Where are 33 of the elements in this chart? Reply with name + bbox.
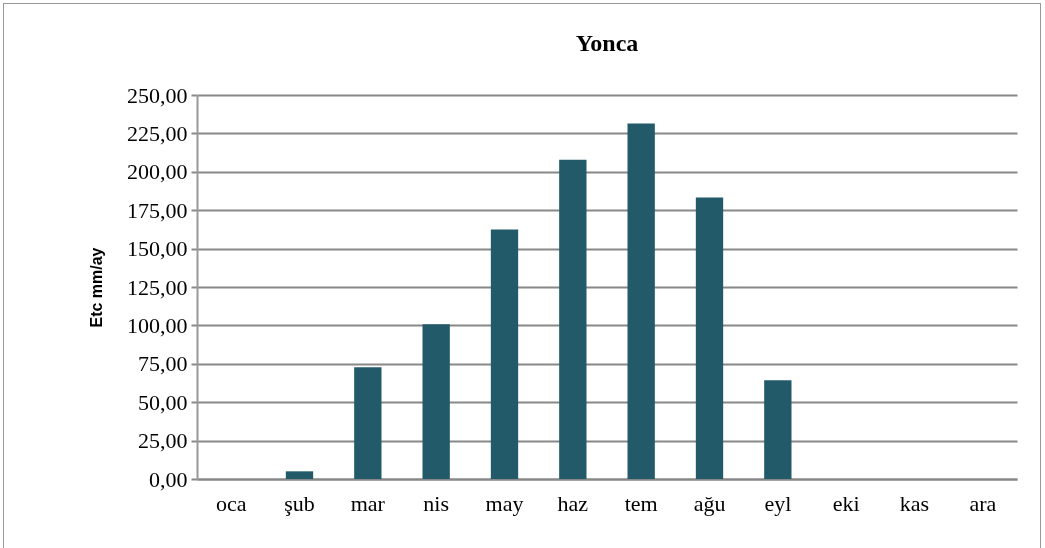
bar (422, 324, 450, 479)
bar (627, 123, 655, 479)
bar (559, 159, 587, 479)
bar (490, 229, 519, 479)
y-tick-label: 50,00 (138, 389, 188, 415)
x-tick-label: şub (284, 490, 315, 516)
y-tick-label: 125,00 (127, 274, 188, 300)
x-tick-label: kas (899, 490, 930, 516)
x-tick-label: ağu (693, 490, 726, 516)
y-tick-label: 0,00 (149, 466, 188, 492)
x-tick-label: tem (624, 490, 658, 516)
x-tick-label: oca (215, 490, 247, 516)
x-tick-label: haz (557, 490, 589, 516)
y-tick-label: 75,00 (138, 351, 188, 377)
chart-title: Yonca (575, 30, 639, 56)
bar (764, 380, 792, 479)
x-tick-label: eyl (764, 490, 792, 516)
bar (354, 367, 382, 479)
x-tick-label: mar (350, 490, 386, 516)
x-tick-label: nis (423, 490, 450, 516)
y-tick-label: 150,00 (127, 236, 188, 262)
x-tick-label: may (485, 490, 524, 516)
x-tick-label: ara (969, 490, 997, 516)
y-tick-label: 225,00 (127, 120, 188, 146)
y-tick-label: 175,00 (127, 197, 188, 223)
y-tick-label: 200,00 (127, 159, 188, 185)
y-tick-label: 100,00 (127, 312, 188, 338)
y-axis-title: Etc mm/ay (88, 247, 105, 328)
x-tick-label: eki (832, 490, 860, 516)
bar (695, 197, 724, 479)
y-tick-label: 25,00 (138, 428, 188, 454)
bar (285, 471, 314, 479)
y-tick-label: 250,00 (127, 82, 188, 108)
